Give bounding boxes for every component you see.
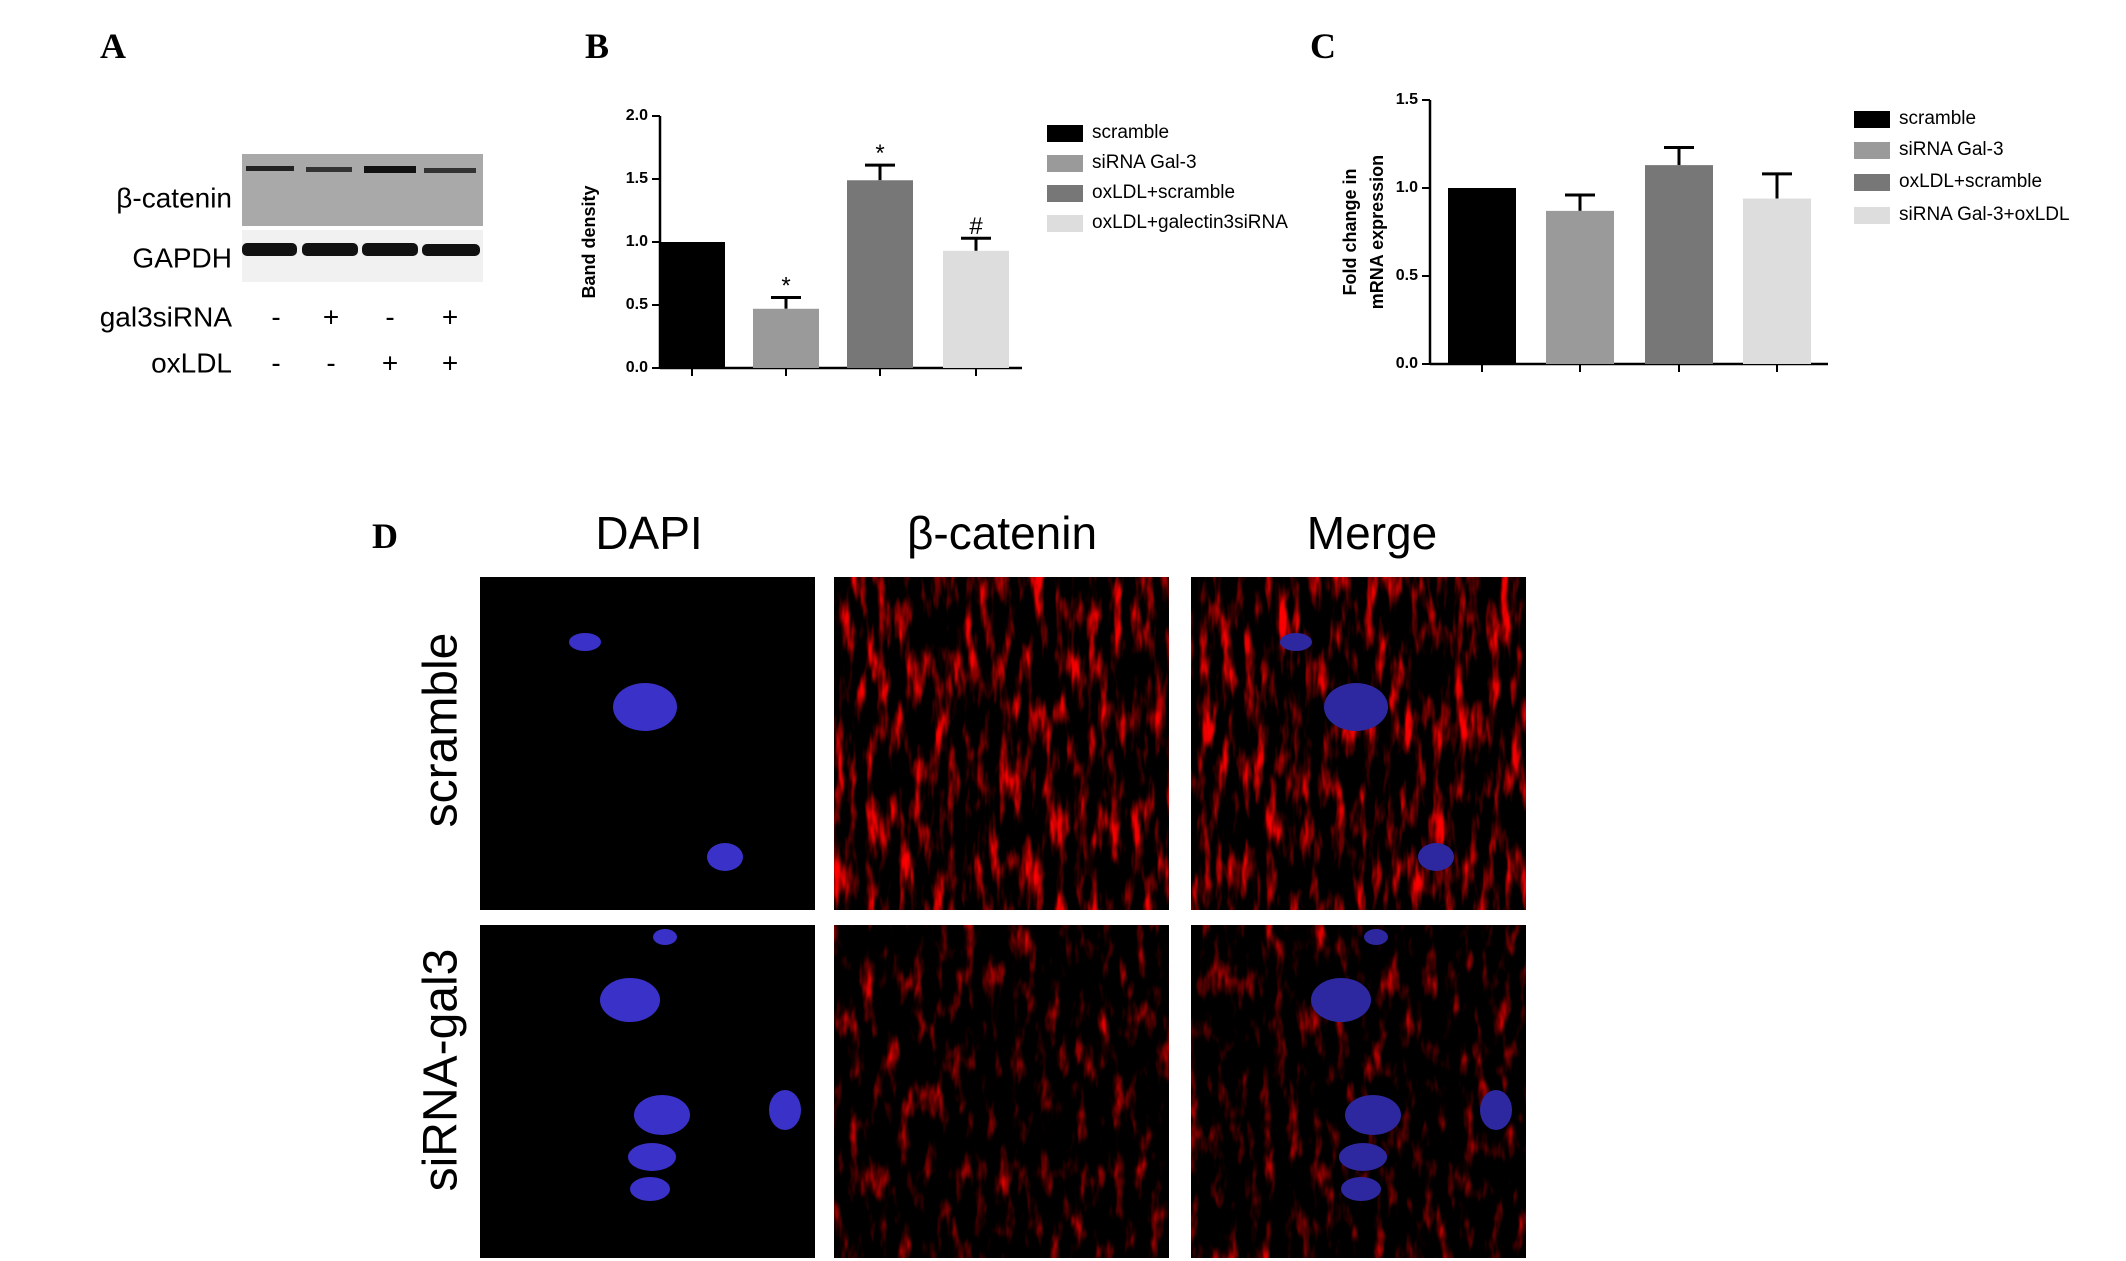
nucleus <box>1480 1090 1512 1130</box>
significance-label: # <box>969 213 983 240</box>
bar <box>753 308 819 368</box>
legend-swatch <box>1047 215 1083 232</box>
bar <box>1645 165 1713 364</box>
legend-label: siRNA Gal-3 <box>1092 152 1197 173</box>
legend-label: oxLDL+galectin3siRNA <box>1092 212 1288 233</box>
nucleus <box>1341 1177 1381 1201</box>
legend-label: siRNA Gal-3+oxLDL <box>1899 204 2070 225</box>
blot-image <box>242 154 483 282</box>
legend-swatch <box>1854 111 1890 128</box>
y-tick-label: 1.0 <box>626 233 648 250</box>
nucleus <box>600 978 660 1022</box>
panel-label: C <box>1310 26 1336 66</box>
error-bar <box>865 163 895 181</box>
legend-label: scramble <box>1899 108 1976 129</box>
micrograph-stain <box>834 925 1169 1258</box>
micrograph-stain <box>1191 925 1526 1258</box>
nucleus <box>1339 1143 1387 1171</box>
column-title: DAPI <box>595 507 702 559</box>
blot-row-label: β-catenin <box>116 182 232 213</box>
nucleus <box>769 1090 801 1130</box>
nucleus <box>634 1095 690 1135</box>
panel-label: D <box>372 516 398 556</box>
column-title: Merge <box>1307 507 1437 559</box>
bar <box>847 180 913 368</box>
column-title: β-catenin <box>907 507 1097 559</box>
legend-swatch <box>1047 155 1083 172</box>
micrograph-stain <box>1191 577 1526 910</box>
y-axis-label: mRNA expression <box>1367 155 1387 309</box>
y-tick-label: 0.5 <box>626 296 648 313</box>
error-bar <box>1565 193 1595 211</box>
error-bar <box>1762 172 1792 199</box>
legend-label: scramble <box>1092 122 1169 143</box>
legend-label: oxLDL+scramble <box>1092 182 1235 203</box>
legend-swatch <box>1854 174 1890 191</box>
condition-mark: - <box>385 301 394 332</box>
nucleus <box>707 843 743 871</box>
error-bar <box>771 295 801 309</box>
significance-label: * <box>875 140 884 167</box>
y-tick-label: 1.5 <box>626 170 648 187</box>
condition-mark: - <box>271 347 280 378</box>
y-tick-label: 1.0 <box>1396 179 1418 196</box>
legend-swatch <box>1854 207 1890 224</box>
y-axis-label: Band density <box>579 185 599 298</box>
row-label: siRNA-gal3 <box>415 949 468 1192</box>
error-bar <box>1664 146 1694 166</box>
bar <box>943 250 1009 368</box>
nucleus <box>1345 1095 1401 1135</box>
nucleus <box>628 1143 676 1171</box>
condition-mark: + <box>323 301 339 332</box>
micrograph <box>480 925 815 1258</box>
y-tick-label: 0.0 <box>626 359 648 376</box>
legend-swatch <box>1047 185 1083 202</box>
nucleus <box>613 683 677 731</box>
blot-row-label: GAPDH <box>132 242 232 273</box>
nucleus <box>1418 843 1454 871</box>
condition-label: gal3siRNA <box>100 301 233 332</box>
y-axis-label: Fold change in <box>1340 168 1360 295</box>
y-tick-label: 0.0 <box>1396 355 1418 372</box>
condition-mark: - <box>271 301 280 332</box>
condition-mark: + <box>442 347 458 378</box>
bar <box>1546 210 1614 364</box>
nucleus <box>1280 633 1312 651</box>
y-tick-label: 2.0 <box>626 107 648 124</box>
legend-label: siRNA Gal-3 <box>1899 139 2004 160</box>
condition-label: oxLDL <box>151 347 232 378</box>
nucleus <box>569 633 601 651</box>
legend-swatch <box>1047 125 1083 142</box>
y-tick-label: 0.5 <box>1396 267 1418 284</box>
legend-label: oxLDL+scramble <box>1899 171 2042 192</box>
bar <box>1448 188 1516 364</box>
condition-mark: + <box>442 301 458 332</box>
nucleus <box>1324 683 1388 731</box>
nucleus <box>1311 978 1371 1022</box>
nucleus <box>1364 929 1388 945</box>
nucleus <box>653 929 677 945</box>
micrograph <box>480 577 815 910</box>
bar <box>1743 198 1811 364</box>
nucleus <box>630 1177 670 1201</box>
error-bar <box>961 236 991 251</box>
condition-mark: - <box>326 347 335 378</box>
row-label: scramble <box>415 633 468 828</box>
panel-label: A <box>100 26 126 66</box>
panel-label: B <box>585 26 609 66</box>
y-tick-label: 1.5 <box>1396 91 1418 108</box>
legend-swatch <box>1854 142 1890 159</box>
micrograph-stain <box>834 577 1169 910</box>
condition-mark: + <box>382 347 398 378</box>
bar <box>659 242 725 368</box>
significance-label: * <box>781 272 790 299</box>
